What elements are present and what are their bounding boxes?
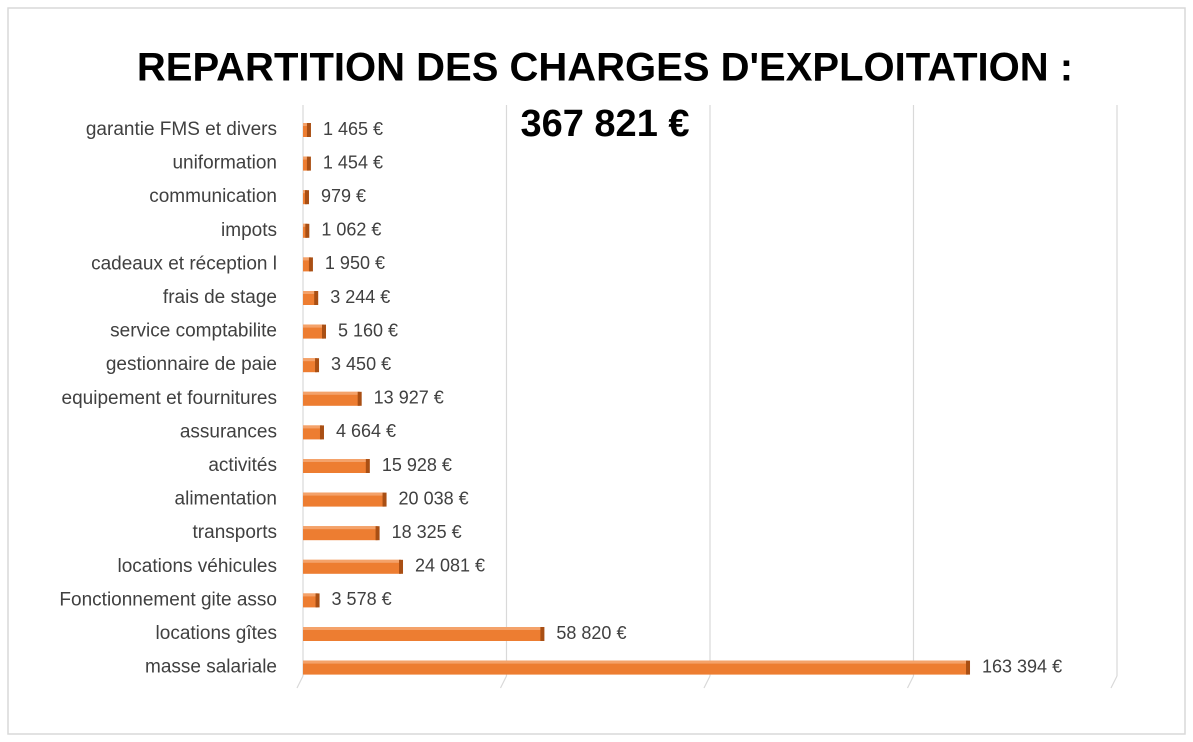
value-label: 4 664 € xyxy=(336,421,396,441)
bar-top xyxy=(303,324,325,328)
bar-end xyxy=(308,257,313,272)
category-label: frais de stage xyxy=(163,287,277,308)
bar-end xyxy=(365,459,370,473)
value-label: 1 950 € xyxy=(325,253,385,273)
value-label: 18 325 € xyxy=(392,522,462,542)
bar-top xyxy=(303,627,543,630)
chart-title: REPARTITION DES CHARGES D'EXPLOITATION : xyxy=(137,46,1073,90)
bar-top xyxy=(303,660,969,664)
category-label: impots xyxy=(221,220,277,241)
bar-end xyxy=(315,358,320,373)
category-label: Fonctionnement gite asso xyxy=(59,589,277,610)
category-label: uniformation xyxy=(172,153,277,174)
category-label: locations gîtes xyxy=(156,623,277,644)
bar-end xyxy=(540,627,545,641)
category-label: locations véhicules xyxy=(118,556,277,577)
chart-border xyxy=(7,7,1186,735)
value-label: 1 062 € xyxy=(321,220,381,240)
category-label: gestionnaire de paie xyxy=(106,354,277,375)
bar-end xyxy=(322,324,327,339)
bar xyxy=(303,660,969,675)
value-label: 1 465 € xyxy=(323,119,383,139)
bar xyxy=(303,156,309,171)
value-label: 979 € xyxy=(321,186,366,206)
bar xyxy=(303,223,308,238)
category-label: assurances xyxy=(180,421,277,442)
value-label: 5 160 € xyxy=(338,320,398,340)
category-label: equipement et fournitures xyxy=(62,388,277,409)
bar-end xyxy=(399,559,404,574)
bar xyxy=(303,358,318,373)
bar-end xyxy=(319,425,324,440)
bar-end xyxy=(306,156,311,171)
value-label: 24 081 € xyxy=(415,556,485,576)
bar-top xyxy=(303,526,378,530)
bar-top xyxy=(303,492,385,496)
bar xyxy=(303,291,317,305)
grid-line-foot xyxy=(499,675,508,689)
bar xyxy=(303,492,385,507)
category-label: transports xyxy=(193,522,277,543)
value-label: 13 927 € xyxy=(374,388,444,408)
bar-end xyxy=(315,593,320,608)
grid-line-foot xyxy=(1110,675,1118,689)
bar-top xyxy=(303,156,309,160)
bar xyxy=(303,257,311,272)
category-label: cadeaux et réception l xyxy=(91,253,277,274)
bar-end xyxy=(314,291,319,305)
category-label: service comptabilite xyxy=(110,321,277,342)
grid-line-foot xyxy=(906,675,915,689)
value-label: 3 450 € xyxy=(331,354,391,374)
bar xyxy=(303,526,378,541)
category-label: communication xyxy=(149,186,277,207)
bar-end xyxy=(304,190,309,205)
grid-line-foot xyxy=(703,675,711,689)
value-label: 20 038 € xyxy=(399,488,469,508)
value-label: 3 244 € xyxy=(330,287,390,307)
bar xyxy=(303,459,368,473)
bar-top xyxy=(303,358,318,362)
bar-top xyxy=(303,459,368,462)
bar-end xyxy=(306,123,311,137)
bar xyxy=(303,627,543,641)
bar-top xyxy=(303,223,308,227)
category-label: garantie FMS et divers xyxy=(86,119,277,140)
bar-end xyxy=(375,526,380,541)
value-label: 1 454 € xyxy=(323,152,383,172)
category-label: activités xyxy=(208,455,277,476)
bar-end xyxy=(357,391,362,406)
bars: garantie FMS et divers 1 465 € uniformatio… xyxy=(59,119,1062,678)
value-label: 15 928 € xyxy=(382,455,452,475)
category-label: alimentation xyxy=(175,489,277,510)
chart-subtitle: 367 821 € xyxy=(520,103,689,145)
bar-top xyxy=(303,559,402,563)
bar-top xyxy=(303,123,309,126)
value-label: 3 578 € xyxy=(332,589,392,609)
bar xyxy=(303,324,325,339)
bar xyxy=(303,593,318,608)
bar-end xyxy=(966,660,971,675)
bar xyxy=(303,559,402,574)
bar-top xyxy=(303,425,322,429)
bar-end xyxy=(382,492,387,507)
value-label: 163 394 € xyxy=(982,656,1062,676)
category-label: masse salariale xyxy=(145,657,277,678)
grid-line-foot xyxy=(296,675,304,689)
bar-top xyxy=(303,257,311,261)
bar-top xyxy=(303,291,317,294)
bar xyxy=(303,391,360,406)
bar-top xyxy=(303,391,360,395)
bar-top xyxy=(303,593,318,597)
value-label: 58 820 € xyxy=(556,623,626,643)
bar xyxy=(303,425,322,440)
bar-end xyxy=(305,223,310,238)
bar xyxy=(303,123,309,137)
